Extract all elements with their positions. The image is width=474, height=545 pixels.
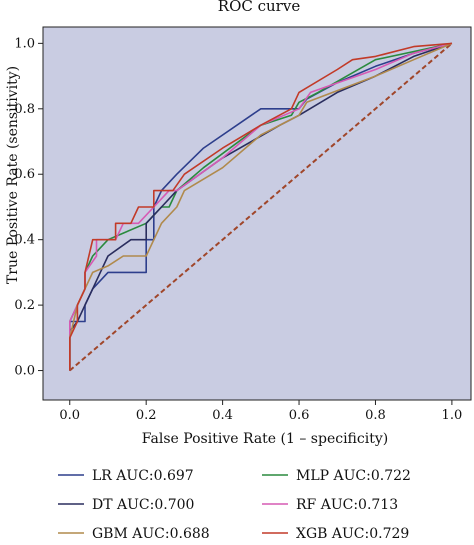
legend-label: RF AUC:0.713 [296, 497, 398, 513]
y-tick-label: 0.2 [14, 298, 35, 313]
x-tick-label: 0.8 [365, 408, 386, 423]
chart-title: ROC curve [218, 0, 301, 15]
series-line-2 [69, 42, 453, 371]
reference-diagonal [69, 42, 453, 372]
x-axis-label: False Positive Rate (1 – specificity) [142, 431, 388, 447]
x-tick-label: 0.0 [59, 408, 80, 423]
x-ticks: 0.0 0.2 0.4 0.6 0.8 1.0 [59, 400, 462, 423]
x-tick-label: 0.6 [289, 408, 310, 423]
y-tick-label: 0.0 [14, 364, 35, 379]
legend-label: MLP AUC:0.722 [296, 468, 411, 484]
y-tick-label: 1.0 [14, 36, 35, 51]
y-tick-label: 0.6 [14, 167, 35, 182]
y-tick-label: 0.8 [14, 102, 35, 117]
series-group [69, 42, 453, 371]
y-tick-label: 0.4 [14, 233, 35, 248]
y-axis-label: True Positive Rate (sensitivity) [5, 66, 21, 284]
x-tick-label: 0.2 [136, 408, 157, 423]
legend-label: LR AUC:0.697 [92, 468, 194, 484]
legend-label: DT AUC:0.700 [92, 497, 194, 513]
legend: LR AUC:0.697 MLP AUC:0.722 DT AUC:0.700 RF … [58, 468, 411, 542]
x-tick-label: 0.4 [212, 408, 233, 423]
series-line-5 [69, 42, 452, 371]
x-tick-label: 1.0 [442, 408, 463, 423]
legend-label: GBM AUC:0.688 [92, 526, 210, 542]
legend-label: XGB AUC:0.729 [296, 526, 409, 542]
y-ticks: 0.0 0.2 0.4 0.6 0.8 1.0 [14, 36, 43, 379]
